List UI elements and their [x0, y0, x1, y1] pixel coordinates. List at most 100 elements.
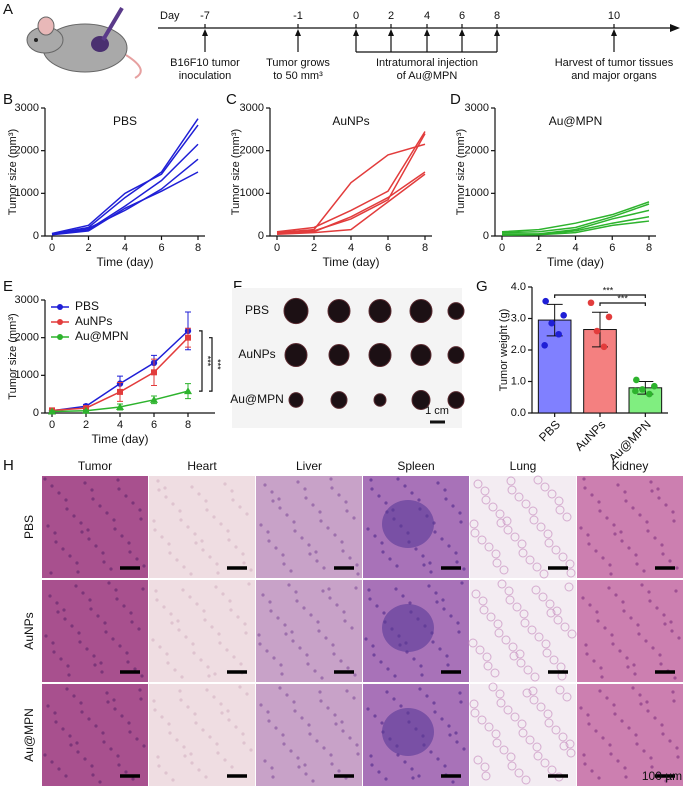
panel-label: A — [3, 1, 13, 18]
histology-texture — [154, 589, 158, 593]
data-point — [632, 387, 639, 395]
histology-texture — [586, 533, 590, 537]
histology-texture — [215, 742, 219, 746]
data-point — [548, 319, 555, 327]
histology-texture — [62, 608, 66, 612]
histology-texture — [372, 653, 376, 657]
histology-texture — [304, 496, 308, 500]
histology-texture — [167, 722, 171, 726]
event-text: Intratumoral injection — [376, 57, 478, 69]
histology-texture — [579, 706, 583, 710]
histology-texture — [197, 492, 201, 496]
histology-texture — [648, 599, 652, 603]
histology-texture — [241, 552, 245, 556]
x-tick-label: 2 — [85, 242, 91, 254]
histology-texture — [265, 649, 269, 653]
histology-texture — [481, 495, 491, 505]
histology-texture — [496, 698, 506, 708]
histology-texture — [280, 672, 284, 676]
y-tick-label: 1000 — [240, 187, 264, 199]
histology-image — [363, 684, 469, 786]
legend-label: Au@MPN — [75, 329, 129, 343]
histology-texture — [588, 603, 592, 607]
histology-texture — [54, 540, 58, 544]
tumor-photo — [284, 342, 308, 368]
x-tick-label: AuNPs — [572, 417, 608, 453]
histology-texture — [106, 700, 110, 704]
histology-texture — [601, 556, 605, 560]
histology-texture — [495, 509, 505, 519]
histology-texture — [392, 697, 396, 701]
histology-texture — [611, 642, 615, 646]
histology-texture — [429, 570, 433, 574]
y-tick-label: 0 — [33, 230, 39, 242]
histology-texture — [634, 733, 638, 737]
day-label: Day — [160, 10, 180, 22]
histology-texture — [128, 730, 132, 734]
histology-texture — [52, 650, 56, 654]
histology-texture — [113, 707, 117, 711]
histology-tissue — [149, 580, 255, 682]
histology-texture — [581, 596, 585, 600]
histology-texture — [298, 646, 302, 650]
histology-texture — [484, 542, 494, 552]
significance-bracket — [599, 302, 646, 306]
histology-texture — [258, 642, 262, 646]
histology-texture — [380, 541, 384, 545]
histology-texture — [627, 546, 631, 550]
histology-texture — [394, 587, 398, 591]
histology-texture — [366, 707, 370, 711]
marker — [185, 334, 191, 341]
histology-texture — [517, 719, 527, 729]
histology-texture — [201, 548, 205, 552]
histology-texture — [473, 479, 483, 489]
histology-texture — [230, 765, 234, 769]
histology-texture — [87, 537, 91, 541]
histology-texture — [213, 672, 217, 676]
histology-texture — [384, 501, 388, 505]
histology-texture — [512, 602, 522, 612]
histology-texture — [328, 596, 332, 600]
histology-texture — [124, 770, 128, 774]
histology-texture — [609, 752, 613, 756]
histology-texture — [583, 762, 587, 766]
histology-texture — [212, 695, 216, 699]
y-tick-label: 0 — [483, 230, 489, 242]
histology-texture — [493, 619, 503, 629]
histology-texture — [386, 667, 390, 671]
histology-texture — [441, 598, 445, 602]
histology-texture — [313, 669, 317, 673]
histology-texture — [315, 739, 319, 743]
x-axis-label: Time (day) — [547, 255, 604, 269]
histology-texture — [462, 747, 466, 751]
histology-texture — [367, 588, 371, 592]
histology-texture — [620, 539, 624, 543]
y-axis-label: Tumor size (mm³) — [7, 313, 19, 399]
histology-texture — [527, 625, 537, 635]
histology-texture — [182, 745, 186, 749]
histology-texture — [164, 495, 168, 499]
histology-texture — [530, 672, 540, 682]
y-tick-label: 2000 — [465, 145, 489, 157]
event-text: B16F10 tumor — [170, 57, 240, 69]
histology-texture — [69, 743, 73, 747]
histology-texture — [471, 589, 481, 599]
panel-label: H — [3, 457, 14, 474]
histology-texture — [193, 712, 197, 716]
histology-texture — [278, 686, 282, 690]
histology-texture — [505, 595, 515, 605]
histology-texture — [72, 514, 76, 518]
x-tick-label: 4 — [122, 242, 128, 254]
histology-texture — [59, 657, 63, 661]
histology-texture — [646, 529, 650, 533]
histology-texture — [518, 548, 528, 558]
histology-texture — [502, 516, 512, 526]
histology-tissue — [470, 684, 576, 786]
histology-texture — [244, 631, 248, 635]
histology-texture — [141, 587, 145, 591]
histology-texture — [610, 633, 614, 637]
histology-texture — [646, 709, 650, 713]
row-label: Au@MPN — [230, 392, 284, 406]
histology-texture — [403, 760, 407, 764]
histology-texture — [46, 704, 50, 708]
